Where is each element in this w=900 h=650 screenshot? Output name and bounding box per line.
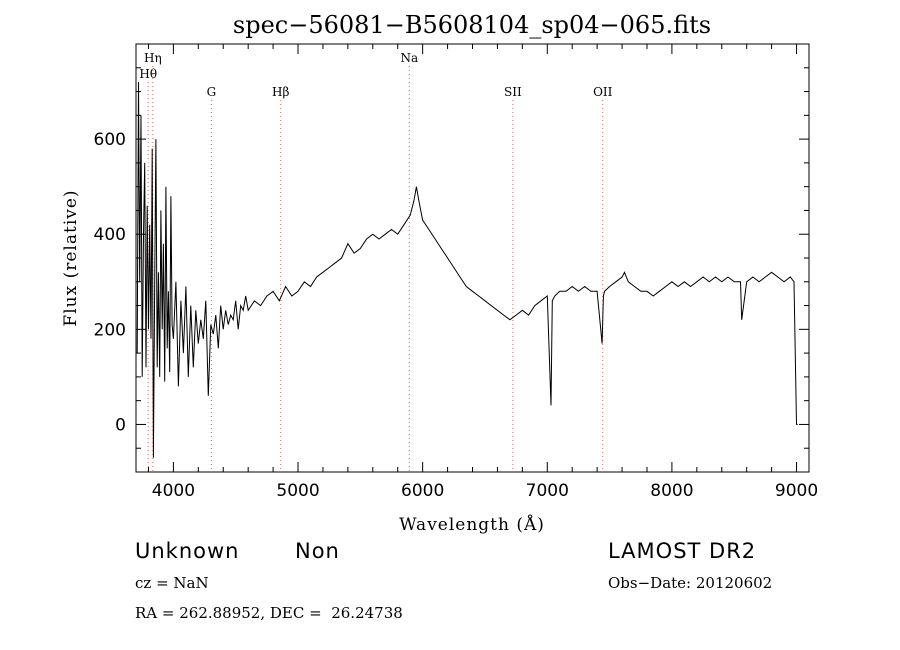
coordinates-ra-dec: RA = 262.88952, DEC = 26.24738 <box>135 604 403 622</box>
object-class: Unknown <box>135 539 240 563</box>
y-axis: 0 200 400 600 <box>94 43 809 473</box>
y-tick-label-1: 200 <box>94 320 126 340</box>
line-markers: Hη Hθ G Hβ Na SII OII <box>139 51 613 472</box>
redshift-cz: cz = NaN <box>135 574 209 592</box>
line-label-2: G <box>207 85 217 99</box>
line-label-3: Hβ <box>272 85 289 99</box>
line-label-1: Hθ <box>139 67 157 81</box>
y-tick-label-3: 600 <box>94 130 126 150</box>
x-tick-label-4: 8000 <box>650 481 693 501</box>
line-label-5: SII <box>504 85 522 99</box>
spectrum-line <box>136 81 798 458</box>
spectrum-series <box>136 81 798 458</box>
line-label-0: Hη <box>144 51 162 65</box>
chart-title: spec−56081−B5608104_sp04−065.fits <box>233 11 711 39</box>
y-axis-label: Flux (relative) <box>61 189 81 326</box>
plot-frame <box>135 43 810 473</box>
x-tick-label-5: 9000 <box>775 481 818 501</box>
x-tick-label-1: 5000 <box>276 481 319 501</box>
y-tick-label-2: 400 <box>94 225 126 245</box>
x-tick-label-2: 6000 <box>401 481 444 501</box>
y-tick-label-0: 0 <box>115 415 126 435</box>
x-tick-label-3: 7000 <box>526 481 569 501</box>
line-label-4: Na <box>400 51 418 65</box>
observation-date: Obs−Date: 20120602 <box>608 574 773 592</box>
object-subclass: Non <box>295 539 340 563</box>
x-axis-label: Wavelength (Å) <box>399 514 545 535</box>
x-tick-label-0: 4000 <box>152 481 195 501</box>
x-axis: 4000 5000 6000 7000 8000 9000 <box>147 44 818 501</box>
line-label-6: OII <box>593 85 613 99</box>
survey-name: LAMOST DR2 <box>608 539 757 563</box>
